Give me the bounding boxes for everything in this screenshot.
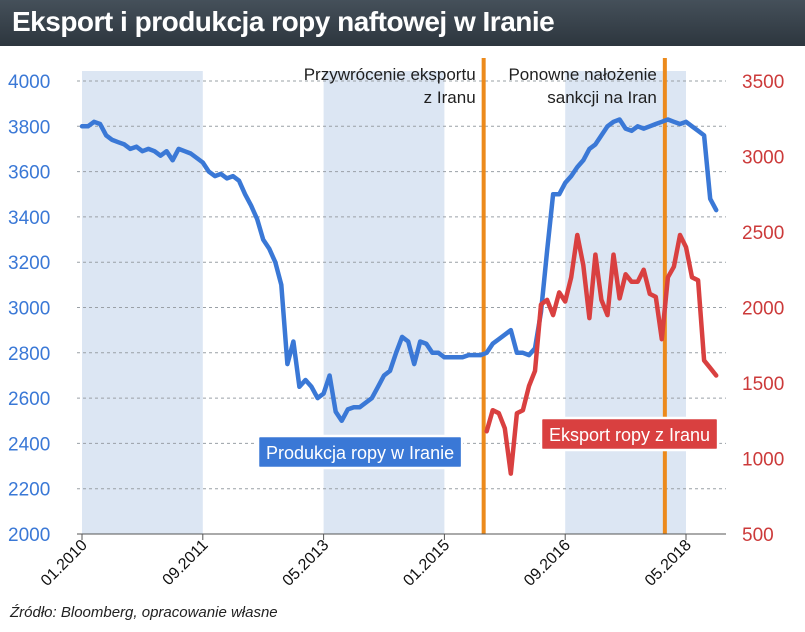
series-line bbox=[484, 232, 719, 476]
y-left-tick-label: 3800 bbox=[8, 117, 50, 138]
y-left-tick-label: 4000 bbox=[8, 72, 50, 93]
x-tick-label: 01.2015 bbox=[400, 537, 453, 590]
legend-production-text: Produkcja ropy w Iranie bbox=[266, 443, 454, 463]
annotations: Przywrócenie eksportu z Iranu Ponowne nało… bbox=[256, 65, 720, 470]
x-tick-label: 09.2011 bbox=[160, 537, 212, 589]
event-marker-label: Przywrócenie eksportu bbox=[304, 65, 476, 84]
y-left-tick-label: 2800 bbox=[8, 344, 50, 365]
event-marker-label: z Iranu bbox=[424, 88, 476, 107]
y-left-tick-label: 2400 bbox=[8, 434, 50, 455]
legend-export-text: Eksport ropy z Iranu bbox=[549, 425, 710, 445]
chart-area: 2000 2200 2400 2600 2800 3000 3200 3400 3600 3800… bbox=[8, 58, 784, 590]
background-band bbox=[82, 71, 203, 534]
y-left-tick-label: 2600 bbox=[8, 389, 50, 410]
y-right-tick-label: 500 bbox=[742, 525, 774, 546]
x-tick-label: 09.2016 bbox=[521, 537, 574, 590]
series-line bbox=[79, 117, 719, 424]
y-left-tick-label: 3200 bbox=[8, 253, 50, 274]
legend-export-box bbox=[539, 416, 720, 452]
x-tick-label: 05.2018 bbox=[642, 537, 695, 590]
legend-export: Eksport ropy z Iranu bbox=[539, 416, 720, 452]
x-tick-label: 05.2013 bbox=[280, 537, 333, 590]
y-right-tick-label: 3000 bbox=[742, 148, 784, 169]
y-left-tick-label: 2200 bbox=[8, 480, 50, 501]
legend-production: Produkcja ropy w Iranie bbox=[256, 434, 464, 470]
event-marker-label: Ponowne nałożenie bbox=[508, 65, 656, 84]
y-left-tick-label: 3600 bbox=[8, 163, 50, 184]
source-note: Źródło: Bloomberg, opracowanie własne bbox=[10, 604, 278, 621]
y-right-tick-label: 1000 bbox=[742, 450, 784, 471]
y-right-tick-label: 3500 bbox=[742, 72, 784, 93]
y-right-tick-label: 1500 bbox=[742, 374, 784, 395]
legend-production-box bbox=[256, 434, 464, 470]
y-left-tick-label: 3400 bbox=[8, 208, 50, 229]
gridlines bbox=[77, 80, 726, 535]
background-band bbox=[565, 71, 686, 534]
y-right-tick-label: 2000 bbox=[742, 299, 784, 320]
event-marker-label: sankcji na Iran bbox=[547, 88, 657, 107]
y-right-tick-label: 2500 bbox=[742, 223, 784, 244]
chart-title: Eksport i produkcja ropy naftowej w Iran… bbox=[12, 6, 555, 37]
y-left-tick-label: 2000 bbox=[8, 525, 50, 546]
y-left-tick-label: 3000 bbox=[8, 299, 50, 320]
title-bar: Eksport i produkcja ropy naftowej w Iran… bbox=[0, 0, 805, 46]
series-lines bbox=[79, 117, 719, 476]
